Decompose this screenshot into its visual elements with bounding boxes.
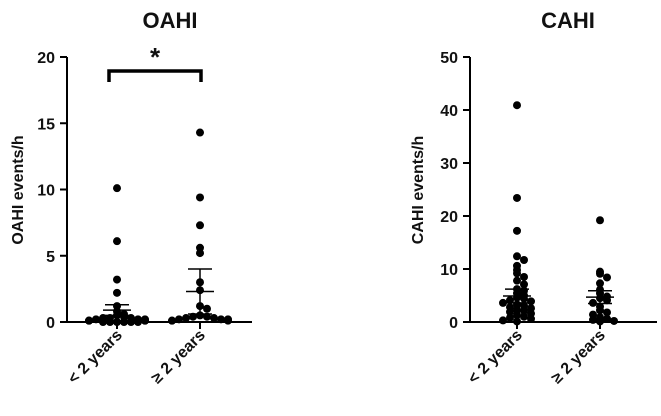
data-point bbox=[596, 317, 604, 326]
data-point bbox=[203, 304, 211, 313]
data-point bbox=[610, 316, 618, 325]
data-point bbox=[513, 252, 521, 261]
axes bbox=[469, 57, 657, 323]
data-point bbox=[513, 317, 521, 326]
data-point bbox=[596, 216, 604, 225]
significance-star: * bbox=[150, 42, 161, 72]
error-bars bbox=[503, 288, 614, 305]
y-tick-label: 5 bbox=[46, 249, 55, 266]
data-point bbox=[210, 314, 218, 323]
data-point bbox=[196, 249, 204, 258]
data-point bbox=[520, 280, 528, 289]
x-tick-label: ≥ 2 years bbox=[548, 327, 608, 387]
axes bbox=[66, 57, 252, 323]
data-point bbox=[92, 315, 100, 324]
y-tick-label: 10 bbox=[37, 183, 55, 200]
data-point bbox=[196, 128, 204, 137]
data-point bbox=[589, 315, 597, 324]
cahi-panel: CAHI CAHI events/h 0 10 20 30 40 50 < 2 years… bbox=[410, 8, 657, 388]
x-tick-label: ≥ 2 years bbox=[148, 327, 208, 387]
data-point bbox=[499, 298, 507, 307]
data-point bbox=[513, 226, 521, 235]
data-point bbox=[513, 276, 521, 285]
data-point bbox=[224, 316, 232, 325]
data-point bbox=[196, 221, 204, 230]
data-point bbox=[527, 314, 535, 323]
y-ticks: 0 10 20 30 40 50 bbox=[440, 50, 470, 332]
data-point bbox=[520, 255, 528, 264]
data-point bbox=[603, 273, 611, 282]
data-point bbox=[596, 306, 604, 315]
x-tick-label: < 2 years bbox=[465, 327, 526, 388]
oahi-panel: OAHI OAHI events/h 0 5 10 15 20 < 2 years ≥ 2… bbox=[10, 8, 252, 388]
data-point bbox=[196, 193, 204, 202]
data-point bbox=[527, 297, 535, 306]
data-point bbox=[513, 193, 521, 202]
data-point bbox=[499, 316, 507, 325]
data-point bbox=[106, 318, 114, 326]
data-point bbox=[113, 318, 121, 326]
chart-title: CAHI bbox=[541, 8, 595, 33]
data-point bbox=[141, 316, 149, 325]
data-points bbox=[499, 101, 618, 326]
significance-annotation: * bbox=[107, 42, 203, 82]
data-point bbox=[603, 314, 611, 323]
data-point bbox=[85, 316, 93, 325]
data-point bbox=[113, 184, 121, 193]
data-point bbox=[596, 279, 604, 288]
data-point bbox=[520, 312, 528, 321]
data-point bbox=[113, 275, 121, 284]
data-point bbox=[513, 101, 521, 110]
data-point bbox=[520, 306, 528, 315]
data-point bbox=[603, 296, 611, 305]
y-axis-label: CAHI events/h bbox=[410, 136, 427, 244]
x-categories: < 2 years ≥ 2 years bbox=[465, 322, 609, 388]
y-tick-label: 0 bbox=[449, 315, 458, 332]
x-tick-label: < 2 years bbox=[65, 327, 126, 388]
data-point bbox=[506, 313, 514, 322]
data-point bbox=[127, 318, 135, 326]
significance-bracket bbox=[107, 69, 203, 82]
x-categories: < 2 years ≥ 2 years bbox=[65, 322, 209, 388]
data-point bbox=[134, 318, 142, 326]
data-points bbox=[85, 128, 232, 326]
data-point bbox=[603, 308, 611, 317]
data-point bbox=[513, 269, 521, 278]
y-tick-label: 15 bbox=[37, 116, 55, 133]
y-tick-label: 30 bbox=[440, 156, 458, 173]
data-point bbox=[113, 288, 121, 297]
y-ticks: 0 5 10 15 20 bbox=[37, 50, 67, 332]
data-point bbox=[182, 314, 190, 323]
data-point bbox=[99, 318, 107, 326]
data-point bbox=[596, 269, 604, 278]
error-bars bbox=[103, 268, 214, 317]
y-tick-label: 20 bbox=[440, 209, 458, 226]
data-point bbox=[113, 237, 121, 246]
data-point bbox=[513, 311, 521, 320]
data-point bbox=[520, 272, 528, 281]
data-point bbox=[120, 318, 128, 326]
y-tick-label: 0 bbox=[46, 315, 55, 332]
data-point bbox=[175, 315, 183, 324]
y-tick-label: 40 bbox=[440, 103, 458, 120]
y-axis-label: OAHI events/h bbox=[10, 135, 27, 244]
y-tick-label: 50 bbox=[440, 50, 458, 67]
data-point bbox=[506, 307, 514, 316]
data-point bbox=[217, 315, 225, 324]
y-tick-label: 10 bbox=[440, 262, 458, 279]
chart-title: OAHI bbox=[143, 8, 198, 33]
data-point bbox=[168, 316, 176, 325]
y-tick-label: 20 bbox=[37, 50, 55, 67]
